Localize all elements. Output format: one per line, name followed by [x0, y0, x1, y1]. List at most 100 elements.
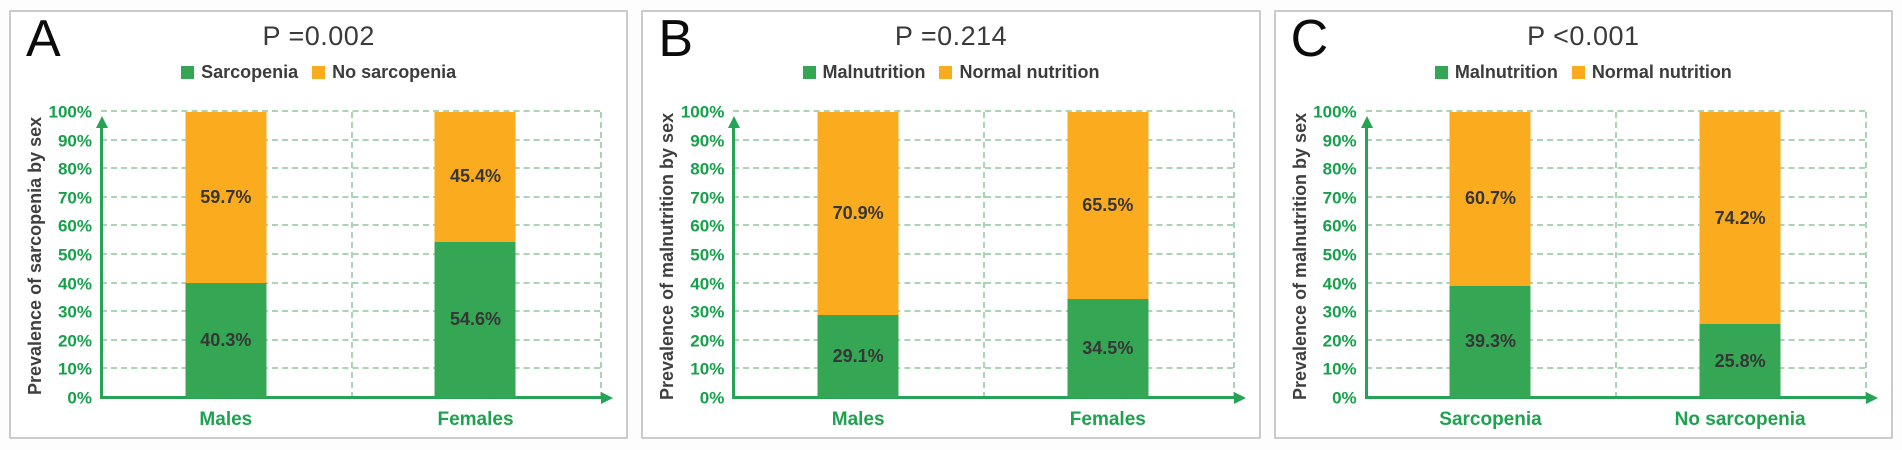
- y-tick-label: 60%: [57, 216, 92, 236]
- y-tick-label: 10%: [57, 359, 92, 379]
- y-tick-label: 0%: [67, 388, 92, 408]
- bar-column: 70.9% 29.1%: [817, 112, 899, 398]
- gridline-vertical: [1615, 112, 1618, 398]
- bar-segment-orange: 70.9%: [817, 112, 899, 315]
- legend: Malnutrition Normal nutrition: [1276, 62, 1891, 83]
- bar-segment-orange: 74.2%: [1699, 112, 1781, 325]
- y-tick-label: 20%: [57, 331, 92, 351]
- y-tick-label: 100%: [1313, 102, 1357, 122]
- bar-segment-green: 34.5%: [1067, 299, 1149, 398]
- plot-area: 0% 10% 20% 30% 40% 50% 60% 70% 80% 90% 100% 59.7% 40…: [49, 104, 614, 430]
- bar-segment-green: 25.8%: [1699, 324, 1781, 398]
- bar-column: 65.5% 34.5%: [1067, 112, 1149, 398]
- y-tick-label: 60%: [690, 216, 725, 236]
- y-tick-label: 50%: [690, 245, 725, 265]
- legend-label: Malnutrition: [822, 62, 926, 82]
- legend-swatch-green: [181, 66, 195, 79]
- bar-segment-orange: 65.5%: [1067, 112, 1149, 300]
- gridline: [101, 110, 601, 112]
- gridline-vertical: [1864, 112, 1867, 398]
- x-category-label: Males: [831, 409, 885, 430]
- legend-item: Malnutrition: [802, 62, 926, 83]
- y-tick-label: 30%: [1322, 302, 1357, 322]
- panel-a: A P =0.002 Sarcopenia No sarcopenia Prev…: [9, 10, 629, 439]
- x-category-label: Females: [1069, 409, 1146, 430]
- y-tick-label: 80%: [1322, 159, 1357, 179]
- y-tick-label: 90%: [57, 131, 92, 151]
- y-tick-label: 90%: [690, 131, 725, 151]
- y-tick-label: 40%: [57, 274, 92, 294]
- x-category-label: Sarcopenia: [1439, 409, 1542, 430]
- x-axis-arrow-icon: [1233, 392, 1246, 404]
- y-axis-title: Prevalence of malnutrition by sex: [1289, 112, 1310, 400]
- bar-segment-green: 40.3%: [185, 282, 267, 398]
- plot-area: 0% 10% 20% 30% 40% 50% 60% 70% 80% 90% 100% 60.7% 39…: [1313, 104, 1878, 430]
- plot-area: 0% 10% 20% 30% 40% 50% 60% 70% 80% 90% 100% 70.9% 29…: [681, 104, 1246, 430]
- y-tick-label: 90%: [1322, 131, 1357, 151]
- y-axis-arrow-icon: [96, 116, 108, 128]
- bar-segment-orange: 60.7%: [1449, 112, 1531, 286]
- x-axis-line: [1364, 396, 1869, 399]
- bar-segment-orange: 59.7%: [185, 112, 267, 283]
- y-tick-label: 20%: [690, 331, 725, 351]
- legend-item: Sarcopenia: [181, 62, 298, 83]
- y-axis-line: [732, 128, 736, 398]
- gridline-vertical: [600, 112, 603, 398]
- y-tick-label: 40%: [690, 274, 725, 294]
- legend-swatch-green: [1434, 66, 1448, 79]
- legend-swatch-orange: [939, 66, 953, 79]
- p-value-title: P =0.002: [262, 21, 375, 51]
- y-tick-label: 0%: [699, 388, 725, 408]
- legend-item: Malnutrition: [1434, 62, 1558, 83]
- y-axis-title: Prevalence of sarcopenia by sex: [25, 116, 45, 396]
- y-tick-label: 30%: [57, 302, 92, 322]
- gridline-vertical: [982, 112, 985, 398]
- bar-column: 74.2% 25.8%: [1699, 112, 1781, 398]
- legend-label: No sarcopenia: [332, 62, 457, 82]
- y-tick-label: 30%: [690, 302, 725, 322]
- y-tick-label: 80%: [690, 159, 725, 179]
- legend-item: Normal nutrition: [1571, 62, 1732, 83]
- x-category-label: Males: [199, 409, 253, 430]
- bar-segment-green: 29.1%: [817, 314, 899, 398]
- y-tick-label: 80%: [57, 159, 92, 179]
- legend-item: No sarcopenia: [312, 62, 456, 83]
- bar-column: 45.4% 54.6%: [434, 112, 516, 398]
- legend-swatch-orange: [1571, 66, 1585, 79]
- x-category-label: No sarcopenia: [1674, 409, 1806, 430]
- panel-c: C P <0.001 Malnutrition Normal nutrition…: [1273, 10, 1893, 439]
- bar-segment-green: 39.3%: [1449, 285, 1531, 398]
- panel-letter: B: [658, 10, 694, 68]
- gridline-vertical: [1232, 112, 1235, 398]
- legend-swatch-green: [802, 66, 816, 79]
- y-tick-label: 70%: [690, 188, 725, 208]
- legend-item: Normal nutrition: [939, 62, 1099, 83]
- bar-segment-orange: 45.4%: [434, 112, 516, 242]
- panel-letter: C: [1290, 10, 1329, 68]
- bar-segment-green: 54.6%: [434, 241, 516, 398]
- y-axis-arrow-icon: [728, 116, 741, 128]
- y-tick-label: 50%: [1322, 245, 1357, 265]
- x-axis-arrow-icon: [601, 392, 614, 404]
- y-tick-label: 100%: [48, 102, 92, 122]
- panel-letter: A: [26, 10, 61, 68]
- legend: Sarcopenia No sarcopenia: [11, 62, 626, 83]
- y-axis-title: Prevalence of malnutrition by sex: [657, 112, 678, 400]
- legend-label: Malnutrition: [1454, 62, 1558, 82]
- y-tick-label: 100%: [680, 102, 725, 122]
- y-tick-label: 10%: [690, 359, 725, 379]
- x-axis-line: [732, 396, 1237, 399]
- gridline-vertical: [350, 112, 353, 398]
- gridline: [733, 110, 1233, 112]
- p-value-title: P <0.001: [1527, 21, 1640, 51]
- y-tick-label: 0%: [1332, 388, 1357, 408]
- y-tick-label: 10%: [1322, 359, 1357, 379]
- y-tick-label: 60%: [1322, 216, 1357, 236]
- y-axis-line: [1364, 128, 1368, 398]
- legend-label: Normal nutrition: [959, 62, 1100, 82]
- y-tick-label: 40%: [1322, 274, 1357, 294]
- p-value-title: P =0.214: [894, 21, 1008, 51]
- x-category-label: Females: [437, 409, 514, 430]
- y-tick-label: 50%: [57, 245, 92, 265]
- y-tick-label: 70%: [1322, 188, 1357, 208]
